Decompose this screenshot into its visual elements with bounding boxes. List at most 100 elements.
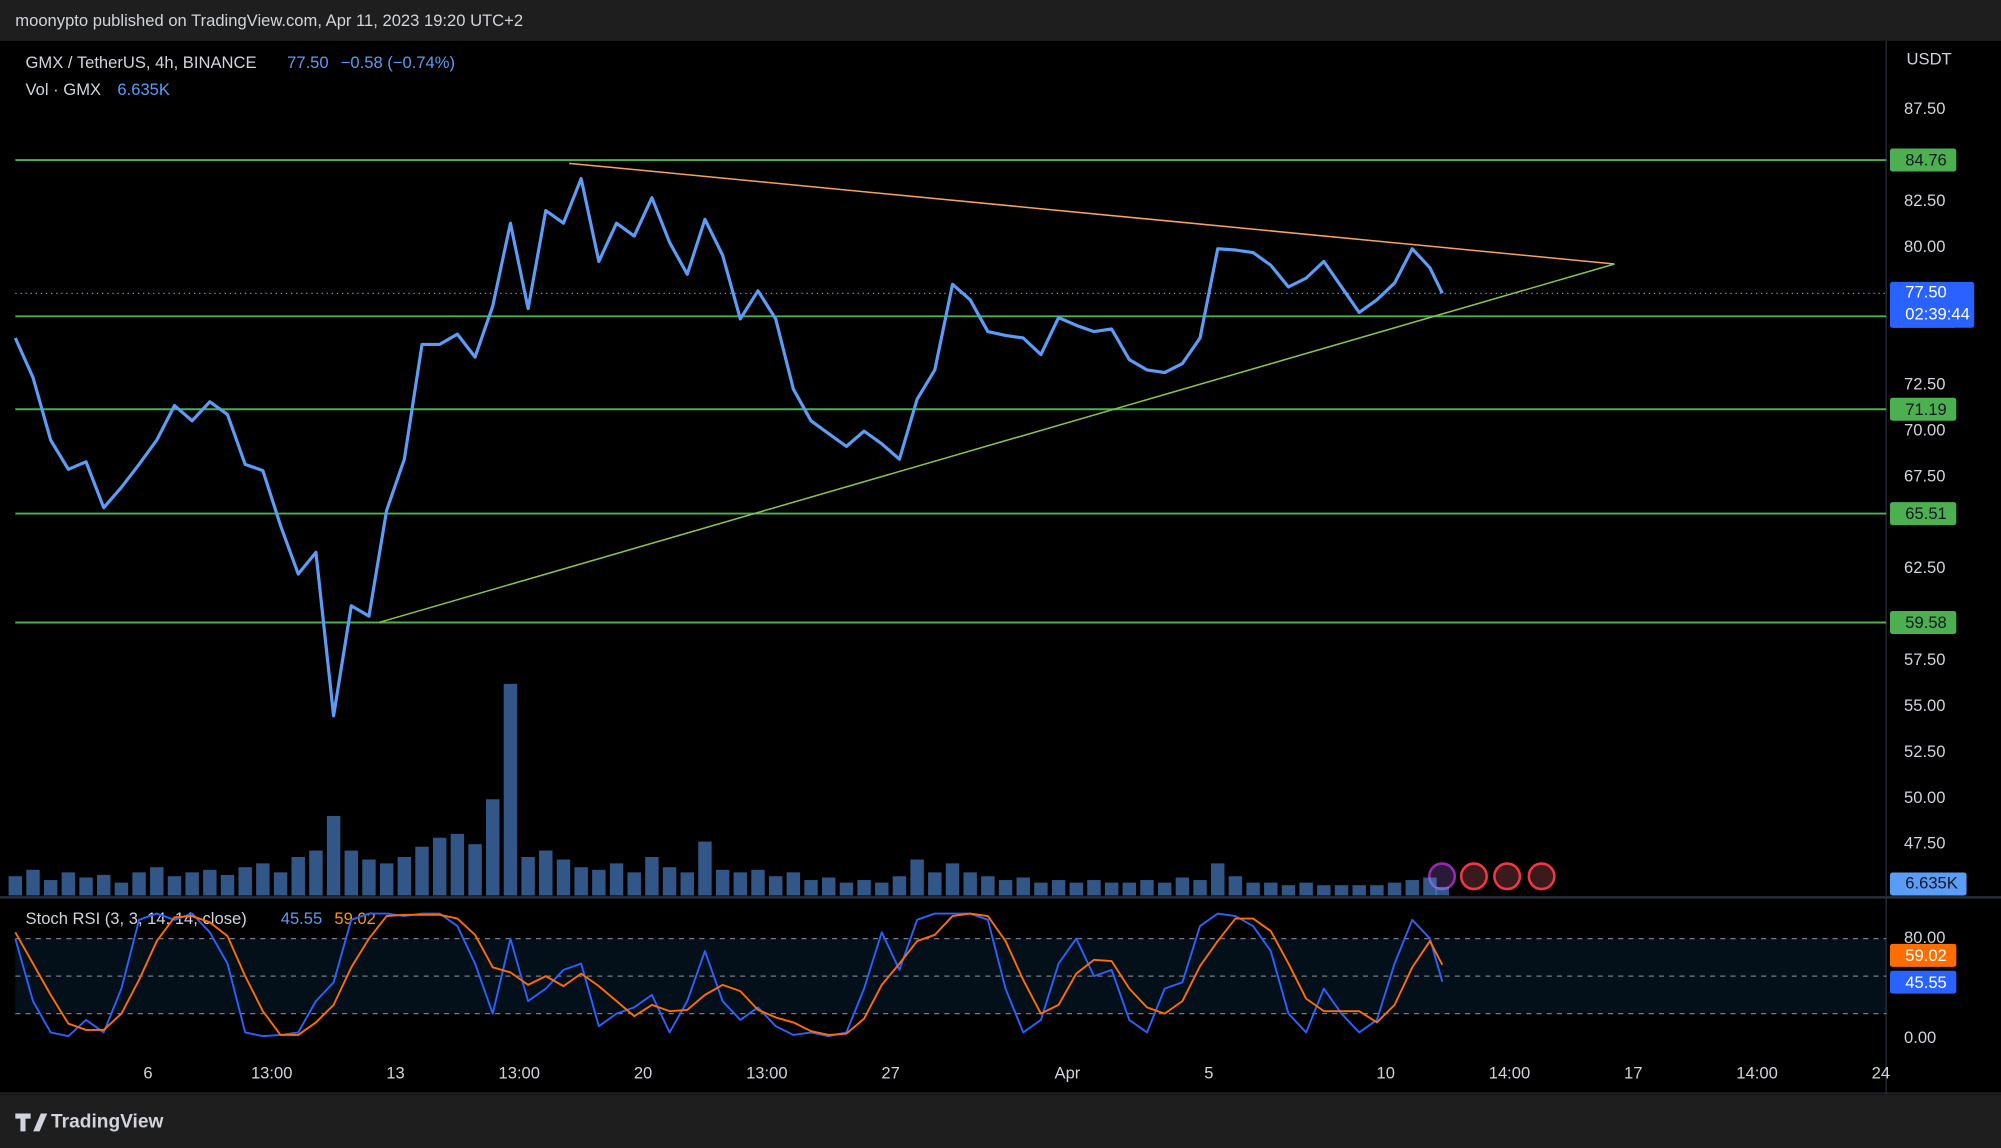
volume-bar <box>79 877 93 896</box>
y-tick-label: 52.50 <box>1904 742 1946 761</box>
y-tick-label: 80.00 <box>1904 237 1946 256</box>
series-value-label: 45.55 <box>1905 973 1947 992</box>
event-icon[interactable] <box>1493 862 1522 891</box>
current-price-label: 77.50 <box>1905 283 1947 302</box>
bar-countdown: 02:39:44 <box>1905 304 1970 323</box>
volume-bar <box>8 876 23 896</box>
x-tick-label: 5 <box>1204 1063 1213 1082</box>
volume-bar <box>556 859 571 896</box>
x-tick-label: 27 <box>881 1063 899 1082</box>
volume-bar <box>1334 885 1349 896</box>
last-price: 77.50 <box>287 53 329 72</box>
volume-bar <box>928 872 942 896</box>
level-label: 71.19 <box>1905 400 1947 419</box>
volume-value-label: 6.635K <box>1905 873 1958 892</box>
volume-bar <box>609 863 624 896</box>
y-tick-label: 80.00 <box>1904 928 1946 947</box>
volume-bar <box>521 856 535 896</box>
y-tick-label: 72.50 <box>1904 375 1946 394</box>
y-tick-label: 47.50 <box>1904 834 1946 853</box>
brand-name[interactable]: TradingView <box>51 1112 163 1133</box>
volume-bar <box>786 872 801 896</box>
volume-bar <box>1317 885 1331 896</box>
volume-bar <box>822 877 836 896</box>
volume-bar <box>432 837 447 896</box>
volume-bar <box>1193 880 1207 896</box>
y-tick-label: 62.50 <box>1904 558 1946 577</box>
x-tick-label: 20 <box>634 1063 652 1082</box>
symbol-title: GMX / TetherUS, 4h, BINANCE <box>26 53 257 72</box>
currency-label: USDT <box>1907 49 1952 68</box>
series-line <box>14 912 1444 1036</box>
volume-bar <box>592 869 606 896</box>
volume-bar <box>468 844 482 896</box>
volume-bar <box>450 833 465 896</box>
volume-bar <box>1264 882 1278 896</box>
x-tick-label: 13:00 <box>251 1063 293 1082</box>
volume-bar <box>1034 882 1048 896</box>
volume-bar <box>203 869 217 896</box>
volume-bar <box>344 850 359 896</box>
level-label: 84.76 <box>1905 151 1947 170</box>
stoch-k-value: 45.55 <box>281 909 323 928</box>
x-tick-label: 14:00 <box>1489 1063 1531 1082</box>
event-icon[interactable] <box>1459 862 1488 891</box>
volume-value: 6.635K <box>117 80 170 99</box>
volume-bar <box>1435 886 1450 896</box>
volume-bar <box>238 867 252 896</box>
series-value-label: 59.02 <box>1905 946 1947 965</box>
volume-bar <box>415 846 429 896</box>
volume-bar <box>804 880 818 896</box>
band-fill <box>15 938 1887 1014</box>
volume-bar <box>698 841 712 896</box>
volume-bar <box>1051 880 1066 896</box>
publish-header: moonypto published on TradingView.com, A… <box>15 11 523 30</box>
x-tick-label: 14:00 <box>1736 1063 1778 1082</box>
volume-bar <box>645 856 659 896</box>
volume-bar <box>273 872 288 896</box>
current-price-box <box>1889 281 1975 328</box>
chart-background <box>0 40 2001 1095</box>
volume-bar <box>43 880 58 896</box>
volume-bar <box>26 869 40 896</box>
volume-bar <box>751 869 765 896</box>
volume-bar <box>680 872 694 896</box>
volume-bar <box>1423 877 1437 896</box>
event-icon[interactable] <box>1527 862 1556 891</box>
volume-bar <box>379 863 394 896</box>
volume-bar <box>362 859 376 896</box>
volume-bar <box>114 882 129 896</box>
volume-bar <box>574 867 588 896</box>
volume-bar <box>963 872 977 896</box>
level-label: 59.58 <box>1905 613 1947 632</box>
volume-bar <box>945 863 960 896</box>
volume-bar <box>1087 880 1101 896</box>
volume-bar <box>715 869 730 896</box>
x-tick-label: 13:00 <box>499 1063 541 1082</box>
volume-bar <box>220 874 235 896</box>
volume-bar <box>733 872 748 896</box>
volume-bar <box>892 876 907 896</box>
volume-bar <box>998 880 1013 896</box>
x-tick-label: 6 <box>143 1063 152 1082</box>
volume-bar <box>1228 876 1243 896</box>
volume-bar <box>1016 877 1030 896</box>
volume-bar <box>875 882 889 896</box>
volume-bar <box>1122 882 1137 896</box>
y-tick-label: 55.00 <box>1904 696 1946 715</box>
volume-bar <box>1246 882 1260 896</box>
level-label-box <box>1889 397 1957 421</box>
brand-logo <box>15 1113 48 1132</box>
volume-bar <box>150 867 164 896</box>
volume-bar <box>1069 882 1083 896</box>
volume-bar <box>1140 880 1154 896</box>
volume-bar <box>1405 880 1419 896</box>
volume-bar <box>1299 882 1313 896</box>
x-tick-label: 13:00 <box>746 1063 788 1082</box>
x-tick-label: Apr <box>1055 1063 1081 1082</box>
volume-bar <box>291 856 305 896</box>
y-tick-label: 50.00 <box>1904 788 1946 807</box>
volume-bar <box>503 683 518 896</box>
y-tick-label: 0.00 <box>1904 1028 1936 1047</box>
